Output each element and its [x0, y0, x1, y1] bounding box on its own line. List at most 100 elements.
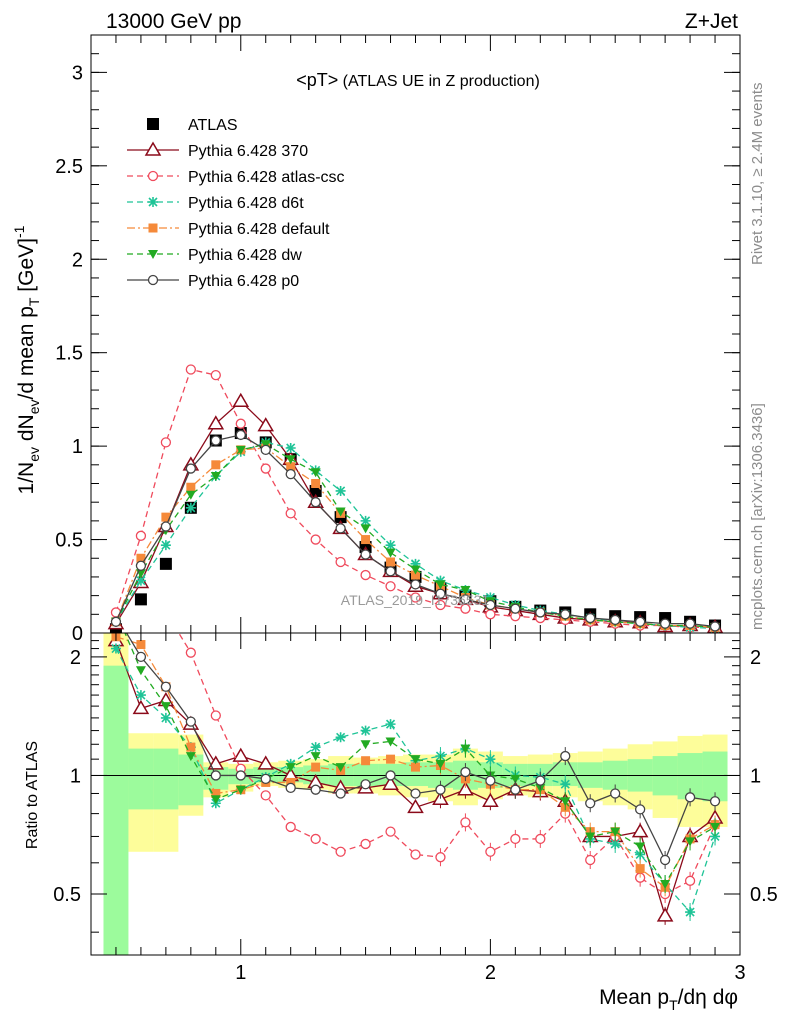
svg-text:1/Nev dNev/d mean pT [GeV]-1: 1/Nev dNev/d mean pT [GeV]-1: [11, 225, 42, 494]
data-point: [210, 472, 221, 482]
data-point: [235, 418, 246, 429]
x-tick-label: 2: [485, 962, 496, 984]
legend-marker: [147, 274, 159, 286]
data-point: [335, 523, 346, 534]
ratio-point: [610, 827, 621, 837]
data-point: [535, 607, 546, 618]
legend-entry: ATLAS: [147, 117, 238, 134]
data-point: [207, 415, 225, 430]
ratio-point: [110, 643, 121, 654]
main-ticks: 0 0.5 1 1.5 2 2.5 3: [55, 35, 740, 645]
ratio-series: [107, 633, 724, 925]
legend-entry: Pythia 6.428 d6t: [127, 195, 304, 212]
data-point: [411, 570, 420, 580]
data-point: [385, 566, 396, 577]
data-point: [360, 549, 371, 560]
ratio-point: [684, 792, 696, 803]
data-point: [185, 364, 196, 375]
ratio-point: [386, 754, 396, 764]
ratio-point: [560, 750, 571, 762]
data-point: [485, 599, 496, 611]
main-panel: 0 0.5 1 1.5 2 2.5 3 ATLAS_2019_I1736531 <pT> (…: [55, 34, 741, 645]
y-tick-label: 0: [72, 623, 83, 645]
ratio-point: [311, 762, 321, 772]
ratio-point: [310, 742, 321, 753]
ratio-point: [360, 779, 371, 790]
ratio-point: [485, 846, 496, 857]
ratio-point: [435, 759, 446, 769]
ratio-point: [656, 907, 674, 922]
ratio-point: [210, 770, 221, 781]
ratio-point: [260, 773, 271, 785]
ratio-point: [210, 795, 221, 805]
data-point: [335, 507, 346, 517]
green-band-bin: [128, 748, 154, 810]
data-point: [360, 524, 371, 534]
legend-marker: [148, 250, 158, 259]
y-tick-label: 3: [72, 62, 83, 84]
rivet-version-label: Rivet 3.1.10, ≥ 2.4M events: [749, 83, 766, 266]
ratio-point: [385, 719, 396, 730]
ratio-point: [485, 754, 496, 765]
ratio-point: [460, 744, 471, 754]
ratio-point: [610, 838, 621, 849]
data-point: [435, 580, 446, 590]
data-point: [310, 534, 321, 545]
data-point: [185, 490, 196, 500]
green-band-bin: [178, 754, 204, 806]
x-tick-label: 3: [734, 962, 745, 984]
ratio-point: [535, 775, 546, 786]
ratio-point: [684, 875, 696, 886]
ratio-point: [257, 755, 275, 770]
main-series: [107, 364, 724, 636]
data-point: [311, 479, 321, 488]
ratio-point: [710, 822, 721, 832]
data-point: [560, 609, 571, 620]
legend-label: Pythia 6.428 default: [188, 221, 330, 238]
data-point: [410, 565, 421, 575]
ratio-y-axis-label: Ratio to ATLAS: [24, 741, 41, 849]
ratio-point: [211, 788, 221, 798]
data-point: [160, 437, 172, 448]
ratio-point: [635, 864, 645, 874]
ratio-point: [685, 907, 696, 918]
data-point: [135, 560, 147, 571]
data-point: [335, 556, 346, 568]
data-point: [135, 575, 146, 586]
ratio-point: [385, 737, 396, 747]
data-point: [385, 540, 396, 551]
legend-marker: [148, 197, 158, 207]
ratio-point: [457, 781, 474, 796]
data-point: [659, 618, 671, 629]
analysis-watermark: ATLAS_2019_I1736531: [341, 592, 490, 608]
data-point: [235, 445, 246, 455]
data-point: [684, 618, 696, 629]
y-tick-label: 2: [72, 249, 83, 271]
ratio-point: [510, 784, 521, 795]
ratio-point: [310, 784, 321, 795]
ratio-y-tick-label-right: 2: [750, 647, 761, 669]
ratio-point: [435, 852, 446, 863]
ratio-point: [610, 788, 621, 799]
y-tick-label: 1.5: [55, 343, 83, 365]
data-point: [485, 609, 496, 620]
data-point: [310, 468, 321, 478]
data-point: [360, 569, 371, 581]
ratio-point: [585, 832, 596, 842]
data-point: [185, 502, 196, 513]
ratio-y-tick-label-right: 1: [750, 765, 761, 787]
legend-label: Pythia 6.428 d6t: [188, 195, 304, 212]
legend-entry: Pythia 6.428 default: [127, 221, 330, 238]
ratio-point: [635, 842, 646, 852]
data-point: [134, 593, 147, 606]
ratio-point: [410, 788, 421, 799]
data-point: [386, 557, 396, 567]
ratio-point: [185, 647, 196, 658]
ratio-point: [335, 788, 346, 799]
data-point: [110, 616, 122, 627]
ratio-point: [235, 785, 246, 795]
data-point: [585, 612, 596, 624]
ratio-point: [585, 854, 596, 866]
legend-entry: Pythia 6.428 370: [127, 141, 308, 160]
